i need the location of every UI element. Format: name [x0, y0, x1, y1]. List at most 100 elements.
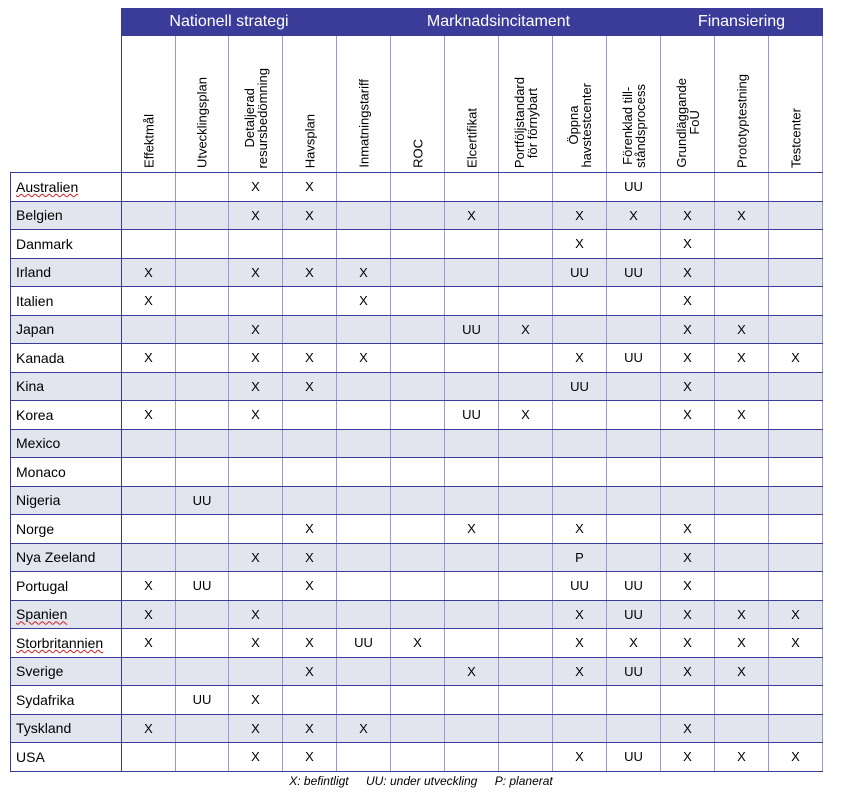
status-cell: X — [552, 229, 607, 259]
status-cell: X — [336, 286, 391, 316]
status-cell: X — [660, 543, 715, 572]
status-cell — [660, 486, 715, 515]
status-cell: UU — [606, 258, 661, 287]
status-cell — [336, 600, 391, 629]
country-name: Irland — [10, 258, 122, 287]
status-cell — [336, 486, 391, 515]
status-cell — [175, 457, 229, 487]
column-header: Elcertifikat — [444, 35, 499, 173]
status-cell — [390, 315, 445, 344]
status-cell — [175, 600, 229, 629]
status-cell: X — [660, 657, 715, 686]
status-cell — [336, 229, 391, 259]
status-cell — [768, 486, 823, 515]
status-cell — [768, 657, 823, 686]
status-cell — [336, 657, 391, 686]
status-cell — [175, 742, 229, 772]
status-cell: X — [660, 600, 715, 629]
table-row: USA X X X UU X X X — [10, 742, 823, 772]
status-cell: UU — [444, 315, 499, 344]
status-cell — [444, 714, 499, 743]
table-row: Australien X X UU — [10, 172, 823, 202]
country-label: Italien — [16, 292, 54, 309]
status-cell — [282, 400, 337, 430]
table-row: Italien X X X — [10, 286, 823, 316]
country-label: Kanada — [16, 349, 65, 366]
country-label: Sverige — [16, 663, 64, 680]
status-cell: X — [444, 657, 499, 686]
country-label: Nya Zeeland — [16, 549, 96, 566]
country-name: Nigeria — [10, 486, 122, 515]
status-cell — [336, 742, 391, 772]
country-name: Portugal — [10, 571, 122, 601]
country-name: Kina — [10, 372, 122, 401]
status-cell — [121, 486, 176, 515]
status-cell — [606, 514, 661, 544]
status-cell — [390, 400, 445, 430]
status-cell: UU — [552, 372, 607, 401]
column-header: Detaljerad resursbedömning — [228, 35, 283, 173]
status-cell: X — [660, 286, 715, 316]
status-cell: X — [121, 286, 176, 316]
policy-table: Nationell strategi Marknadsincitament Fina… — [10, 8, 823, 772]
status-cell — [498, 286, 553, 316]
status-cell — [768, 258, 823, 287]
column-header: Grundläggande FoU — [660, 35, 715, 173]
status-cell — [498, 429, 553, 458]
country-name: Sverige — [10, 657, 122, 686]
status-cell — [714, 457, 769, 487]
status-cell: X — [282, 571, 337, 601]
status-cell — [444, 628, 499, 658]
table-row: Nigeria UU — [10, 486, 823, 515]
table-row: Spanien X X X UU X X X — [10, 600, 823, 629]
status-cell — [606, 372, 661, 401]
status-cell: X — [336, 258, 391, 287]
status-cell: X — [121, 714, 176, 743]
status-cell: X — [660, 400, 715, 430]
status-cell — [228, 657, 283, 686]
column-header-label: Portföljstandard för förnybart — [511, 76, 540, 168]
status-cell — [768, 543, 823, 572]
table-row: Irland X X X X UU UU X — [10, 258, 823, 287]
status-cell: X — [282, 628, 337, 658]
status-cell — [390, 600, 445, 629]
status-cell — [282, 486, 337, 515]
status-cell: UU — [552, 571, 607, 601]
status-cell — [606, 685, 661, 715]
column-header-label: ROC — [410, 139, 425, 168]
country-name: Belgien — [10, 201, 122, 230]
status-cell — [336, 571, 391, 601]
column-header-label: Testcenter — [788, 108, 803, 168]
column-header: Testcenter — [768, 35, 823, 173]
status-cell — [768, 400, 823, 430]
status-cell — [768, 714, 823, 743]
status-cell — [552, 429, 607, 458]
status-cell: X — [121, 400, 176, 430]
status-cell — [498, 628, 553, 658]
status-cell: X — [121, 600, 176, 629]
status-cell — [768, 429, 823, 458]
status-cell: X — [714, 343, 769, 373]
status-cell: X — [390, 628, 445, 658]
status-cell: X — [121, 628, 176, 658]
status-cell: X — [228, 628, 283, 658]
status-cell — [336, 315, 391, 344]
status-cell: X — [660, 514, 715, 544]
status-cell: X — [121, 343, 176, 373]
column-header-label: Förenklad till- ståndsprocess — [619, 84, 648, 168]
status-cell — [228, 486, 283, 515]
status-cell — [121, 429, 176, 458]
status-cell — [444, 343, 499, 373]
status-cell — [444, 457, 499, 487]
status-cell — [175, 714, 229, 743]
status-cell — [714, 514, 769, 544]
country-name: Australien — [10, 172, 122, 202]
status-cell — [606, 229, 661, 259]
status-cell — [498, 172, 553, 202]
legend-planned: P: planerat — [494, 774, 553, 788]
status-cell — [768, 229, 823, 259]
status-cell — [768, 315, 823, 344]
status-cell — [390, 657, 445, 686]
status-cell — [714, 486, 769, 515]
status-cell: UU — [606, 343, 661, 373]
